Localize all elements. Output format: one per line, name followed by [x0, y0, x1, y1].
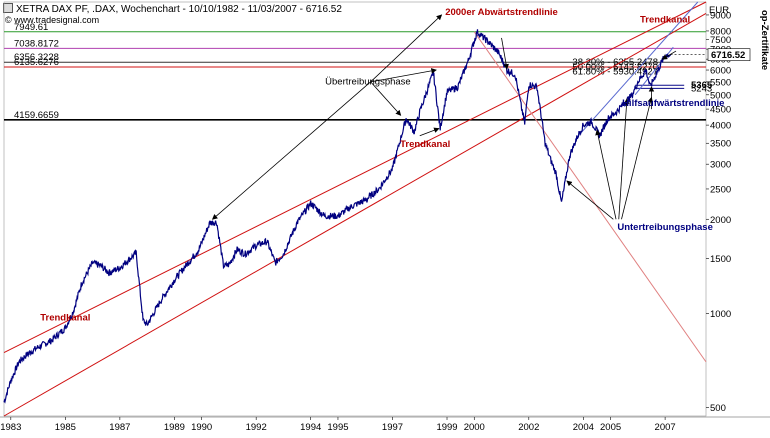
fib-label: 38.20% - 6355.2478 — [572, 57, 658, 68]
y-tick-label: 4500 — [710, 105, 731, 116]
y-tick-label: 1500 — [710, 254, 731, 265]
y-tick-label: 3000 — [710, 160, 731, 171]
watermark: © www.tradesignal.com — [5, 15, 100, 25]
level-label: 4159.6659 — [14, 110, 59, 121]
annotation-arrow — [621, 96, 654, 220]
level-label: 6135.6276 — [14, 57, 59, 68]
annotation-label: 2000er Abwärtstrendlinie — [445, 7, 558, 18]
x-tick-label: 2000 — [464, 422, 485, 433]
side-label: op-Zertifikate — [759, 10, 770, 70]
y-tick-label: 2500 — [710, 184, 731, 195]
y-tick-label: 2000 — [710, 215, 731, 226]
downtrend-line — [473, 31, 707, 363]
dax-price-line — [3, 29, 672, 404]
annotation-arrow — [370, 81, 402, 116]
support-label: 5243 — [691, 83, 712, 94]
y-unit-label: EUR — [709, 5, 729, 16]
annotation-label: Untertreibungsphase — [617, 222, 713, 233]
x-tick-label: 1994 — [300, 422, 321, 433]
x-tick-label: 1985 — [55, 422, 76, 433]
x-tick-label: 1995 — [327, 422, 348, 433]
y-tick-label: 5000 — [710, 90, 731, 101]
y-tick-label: 500 — [710, 403, 726, 414]
fib-label: 50.00% - 6143.8270 — [572, 62, 658, 73]
annotation-arrow — [661, 50, 677, 60]
annotation-arrow — [370, 68, 437, 83]
x-tick-label: 1989 — [164, 422, 185, 433]
annotation-arrow — [618, 98, 630, 220]
annotation-label: Hilfsaufwärtstrendlinie — [622, 98, 724, 109]
y-tick-label: 7500 — [710, 35, 731, 46]
y-tick-label: 3500 — [710, 139, 731, 150]
level-label: 7038.8172 — [14, 38, 59, 49]
x-tick-label: 2005 — [600, 422, 621, 433]
annotation-arrow — [595, 129, 617, 220]
chart-title: XETRA DAX PF, .DAX, Wochenchart - 10/10/… — [16, 4, 342, 15]
x-tick-label: 2007 — [655, 422, 676, 433]
x-tick-label: 1999 — [436, 422, 457, 433]
level-label: 6356.3228 — [14, 52, 59, 63]
y-tick-label: 9000 — [710, 10, 731, 21]
annotation-label: Trendkanal — [640, 15, 690, 26]
chart-header: XETRA DAX PF, .DAX, Wochenchart - 10/10/… — [3, 3, 342, 15]
level-label: 7949.61 — [14, 22, 48, 33]
plot-frame — [3, 1, 707, 417]
y-tick-label: 5500 — [710, 77, 731, 88]
annotation-label: Trendkanal — [400, 139, 450, 150]
x-tick-label: 2004 — [573, 422, 594, 433]
annotation-label: Trendkanal — [40, 312, 90, 323]
x-tick-label: 1992 — [246, 422, 267, 433]
x-tick-label: 1990 — [191, 422, 212, 433]
y-tick-label: 6000 — [710, 66, 731, 77]
y-tick-label: 8000 — [710, 26, 731, 37]
x-tick-label: 1987 — [109, 422, 130, 433]
last-value-box — [707, 48, 751, 62]
support-label: 5365 — [691, 80, 713, 91]
aux-uptrend-1-line — [574, 1, 699, 140]
y-tick-label: 4000 — [710, 121, 731, 132]
x-tick-label: 1983 — [0, 422, 21, 433]
annotation-arrow — [501, 37, 509, 70]
y-tick-label: 1000 — [710, 309, 731, 320]
annotation-label: Übertreibungsphase — [325, 76, 411, 87]
x-tick-label: 1997 — [382, 422, 403, 433]
annotation-arrow — [370, 14, 443, 83]
annotation-arrow — [211, 81, 371, 220]
trend-lower-line — [3, 13, 707, 417]
annotation-arrow — [419, 127, 440, 137]
trend-upper-line — [3, 1, 707, 353]
last-value-label: 6716.52 — [711, 50, 745, 61]
fib-label: 61.80% - 5930.4927 — [572, 67, 658, 78]
annotation-arrow — [566, 180, 614, 220]
x-tick-label: 2002 — [518, 422, 539, 433]
series-icon — [3, 3, 13, 13]
